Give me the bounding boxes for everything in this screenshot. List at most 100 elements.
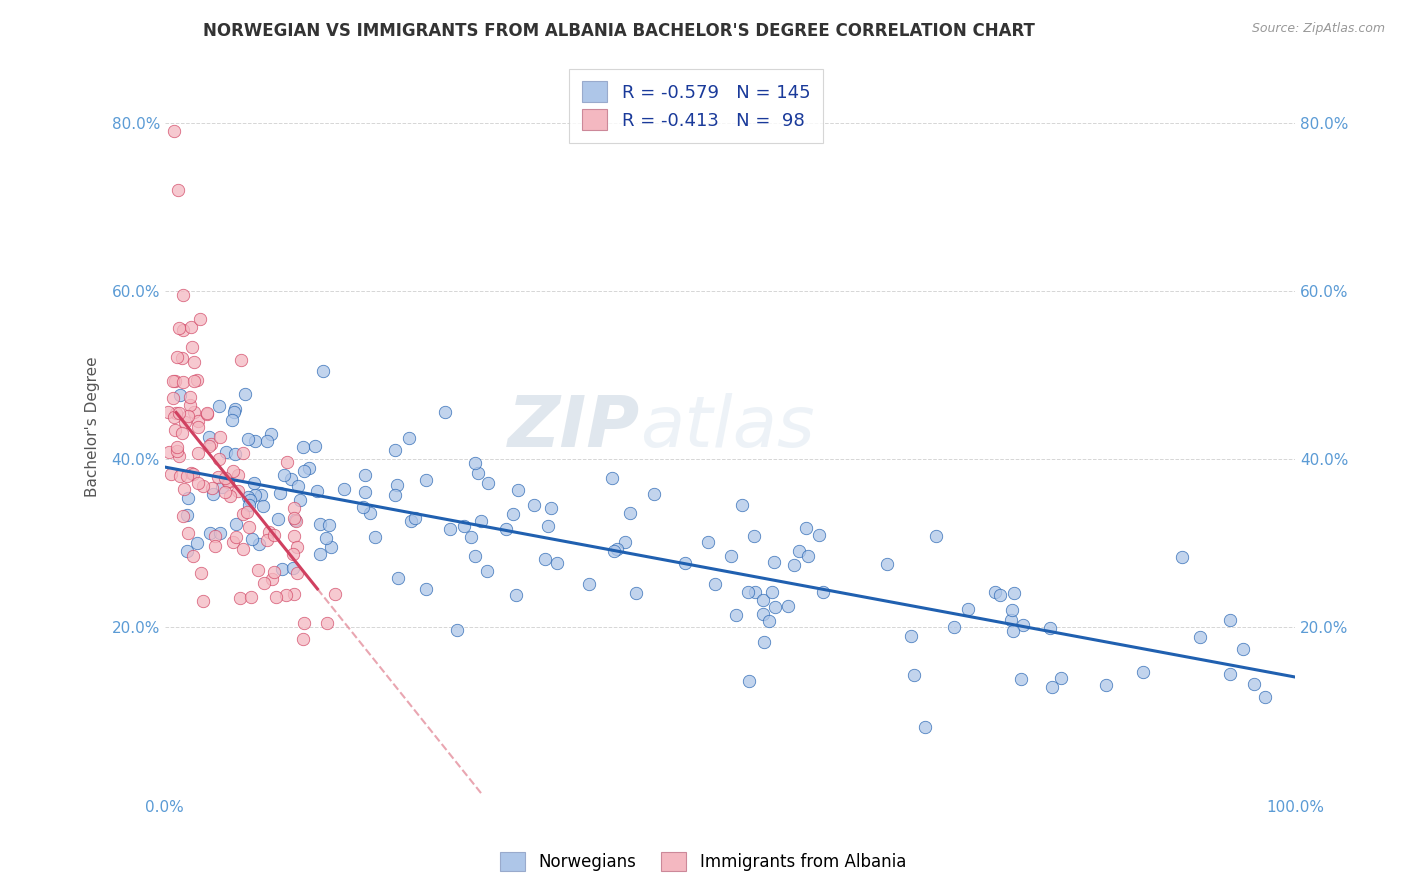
Point <box>208 430 231 444</box>
Point <box>201 487 224 501</box>
Point <box>333 483 356 497</box>
Point <box>193 479 215 493</box>
Point <box>1253 690 1275 705</box>
Point <box>172 508 194 523</box>
Point <box>505 588 527 602</box>
Point <box>404 511 426 525</box>
Point <box>169 469 191 483</box>
Point <box>186 536 208 550</box>
Point <box>157 445 180 459</box>
Point <box>222 405 245 419</box>
Legend: Norwegians, Immigrants from Albania: Norwegians, Immigrants from Albania <box>492 843 914 880</box>
Point <box>242 476 264 491</box>
Point <box>315 531 337 545</box>
Point <box>252 499 274 513</box>
Point <box>247 537 270 551</box>
Point <box>540 500 562 515</box>
Point <box>283 586 305 600</box>
Point <box>236 491 259 505</box>
Point <box>401 515 423 529</box>
Point <box>1243 677 1265 691</box>
Point <box>1095 678 1118 692</box>
Text: atlas: atlas <box>640 392 814 462</box>
Point <box>229 353 252 368</box>
Point <box>354 484 377 499</box>
Point <box>162 410 184 425</box>
Point <box>177 526 200 541</box>
Point <box>502 507 524 521</box>
Point <box>180 319 202 334</box>
Point <box>724 607 747 622</box>
Point <box>758 614 780 628</box>
Point <box>190 566 212 580</box>
Point <box>162 374 184 388</box>
Point <box>260 427 283 442</box>
Point <box>942 620 965 634</box>
Point <box>903 668 925 682</box>
Point <box>236 432 259 446</box>
Point <box>225 530 247 544</box>
Point <box>283 511 305 525</box>
Point <box>280 472 302 486</box>
Point <box>245 434 267 449</box>
Point <box>1002 624 1025 638</box>
Point <box>415 474 437 488</box>
Point <box>304 440 326 454</box>
Point <box>179 390 201 404</box>
Point <box>239 590 262 604</box>
Point <box>643 487 665 501</box>
Point <box>495 522 517 536</box>
Point <box>534 552 557 566</box>
Point <box>183 355 205 369</box>
Point <box>470 514 492 528</box>
Point <box>312 364 335 378</box>
Point <box>797 549 820 563</box>
Point <box>477 564 499 578</box>
Point <box>1001 603 1024 617</box>
Point <box>245 488 267 502</box>
Point <box>208 452 231 467</box>
Point <box>263 527 285 541</box>
Point <box>751 607 773 621</box>
Point <box>256 434 278 448</box>
Point <box>697 535 720 549</box>
Point <box>281 547 304 561</box>
Point <box>578 576 600 591</box>
Point <box>1050 671 1073 685</box>
Point <box>730 498 752 512</box>
Point <box>167 183 190 197</box>
Point <box>271 561 294 575</box>
Point <box>287 478 309 492</box>
Point <box>783 558 806 572</box>
Point <box>187 446 209 460</box>
Point <box>292 632 315 646</box>
Point <box>221 413 243 427</box>
Point <box>183 405 205 419</box>
Point <box>354 467 377 482</box>
Point <box>267 512 290 526</box>
Point <box>624 586 647 600</box>
Point <box>285 566 308 580</box>
Point <box>1189 630 1212 644</box>
Point <box>276 589 298 603</box>
Point <box>188 312 211 326</box>
Point <box>176 469 198 483</box>
Point <box>179 398 201 412</box>
Point <box>201 482 224 496</box>
Point <box>266 591 288 605</box>
Point <box>207 470 229 484</box>
Point <box>387 571 409 585</box>
Point <box>187 420 209 434</box>
Point <box>876 557 898 571</box>
Point <box>613 535 636 549</box>
Point <box>195 407 218 421</box>
Point <box>415 582 437 597</box>
Point <box>1219 666 1241 681</box>
Point <box>464 549 486 564</box>
Point <box>183 375 205 389</box>
Point <box>246 563 269 577</box>
Point <box>900 629 922 643</box>
Point <box>214 470 236 484</box>
Point <box>914 721 936 735</box>
Point <box>211 480 233 494</box>
